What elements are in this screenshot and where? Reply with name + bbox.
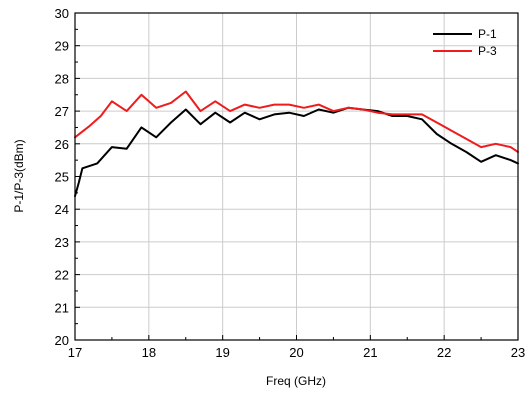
x-tick-label: 20 (289, 345, 303, 360)
grid-lines (75, 13, 518, 340)
y-tick-label: 22 (55, 268, 69, 283)
y-tick-label: 21 (55, 300, 69, 315)
x-tick-label: 22 (437, 345, 451, 360)
tick-labels: 17 18 19 20 21 22 23 20 21 22 23 24 25 26 27 28 29 30 (55, 6, 526, 360)
series-line-p-3 (74, 90, 519, 153)
legend-label-p1: P-1 (478, 27, 497, 41)
x-tick-label: 21 (363, 345, 377, 360)
y-tick-label: 20 (55, 333, 69, 348)
x-tick-label: 18 (142, 345, 156, 360)
legend: P-1 P-3 (433, 27, 497, 58)
y-tick-label: 27 (55, 104, 69, 119)
y-tick-label: 23 (55, 235, 69, 250)
y-tick-label: 28 (55, 71, 69, 86)
axis-ticks (74, 12, 519, 341)
y-tick-label: 24 (55, 202, 69, 217)
series-layer (74, 90, 519, 198)
y-tick-label: 29 (55, 39, 69, 54)
series-line-p-1 (74, 106, 519, 198)
x-tick-label: 19 (215, 345, 229, 360)
y-axis-title: P-1/P-3(dBm) (12, 139, 26, 212)
legend-label-p3: P-3 (478, 44, 497, 58)
x-axis-title: Freq (GHz) (266, 374, 326, 388)
x-tick-label: 17 (68, 345, 82, 360)
x-tick-label: 23 (511, 345, 525, 360)
y-tick-label: 26 (55, 137, 69, 152)
y-tick-label: 25 (55, 170, 69, 185)
y-tick-label: 30 (55, 6, 69, 21)
